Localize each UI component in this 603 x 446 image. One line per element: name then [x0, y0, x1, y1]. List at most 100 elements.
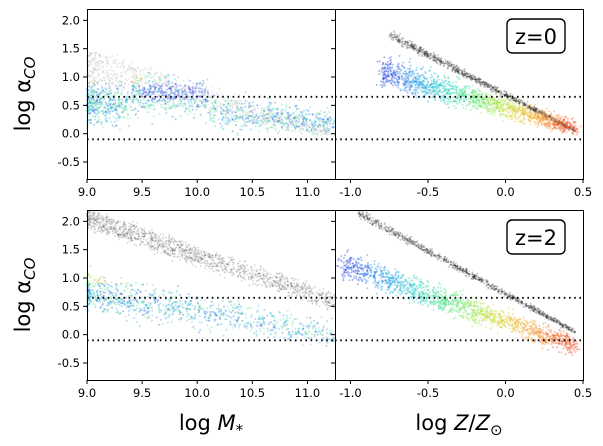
grey-point — [224, 110, 227, 112]
colored-point — [276, 120, 279, 123]
colored-point — [221, 112, 223, 115]
grey-point — [90, 63, 93, 66]
grey-point — [311, 130, 313, 133]
grey-point — [295, 124, 298, 127]
colored-point — [452, 92, 455, 95]
colored-point — [144, 102, 147, 104]
colored-point — [394, 83, 397, 86]
colored-point — [325, 120, 328, 123]
grey-point — [167, 80, 170, 83]
colored-point — [94, 108, 97, 111]
grey-point — [444, 61, 447, 64]
grey-point — [325, 136, 328, 139]
colored-point — [198, 98, 201, 101]
grey-point — [119, 66, 122, 69]
colored-point — [460, 89, 463, 92]
colored-point — [151, 91, 154, 94]
colored-point — [326, 120, 329, 123]
colored-point — [298, 114, 301, 117]
grey-point — [92, 66, 94, 69]
colored-point — [534, 122, 537, 125]
colored-point — [294, 120, 297, 123]
colored-point — [90, 108, 92, 111]
grey-point — [147, 72, 150, 74]
grey-point — [216, 93, 219, 96]
grey-point — [92, 69, 94, 71]
colored-point — [247, 118, 250, 121]
grey-point — [241, 116, 244, 119]
colored-point — [108, 100, 111, 103]
grey-point — [216, 106, 219, 109]
grey-point — [142, 86, 144, 89]
colored-point — [390, 82, 393, 85]
grey-point — [91, 59, 93, 62]
grey-point — [236, 115, 238, 118]
colored-point — [199, 113, 202, 116]
colored-point — [122, 117, 125, 120]
colored-point — [226, 112, 229, 115]
grey-point — [139, 79, 142, 82]
colored-point — [296, 115, 299, 118]
colored-point — [324, 115, 327, 118]
colored-point — [163, 98, 166, 101]
panel-top-right: -1.0 -0.5 0.0 0.5 z=0 — [331, 9, 592, 199]
colored-point — [126, 98, 129, 101]
grey-point — [263, 119, 266, 122]
colored-point — [95, 101, 98, 104]
grey-point — [324, 128, 327, 131]
colored-point — [299, 116, 302, 119]
colored-point — [172, 98, 175, 101]
colored-point — [314, 112, 317, 115]
colored-point — [129, 109, 132, 112]
grey-point — [247, 269, 250, 271]
colored-point — [556, 127, 559, 129]
grey-point — [204, 107, 207, 109]
grey-point — [238, 108, 241, 111]
colored-point — [515, 102, 518, 105]
colored-point — [94, 102, 97, 105]
grey-point — [246, 116, 249, 118]
grey-point — [137, 67, 139, 70]
grey-point — [240, 107, 243, 109]
grey-point — [108, 79, 111, 82]
colored-point — [240, 108, 243, 111]
colored-point — [240, 116, 243, 118]
grey-point — [117, 86, 119, 88]
colored-point — [96, 101, 99, 104]
grey-point — [213, 94, 216, 96]
colored-point — [326, 118, 329, 121]
colored-point — [566, 123, 568, 126]
colored-point — [522, 111, 525, 114]
grey-point — [210, 91, 213, 94]
grey-point — [322, 133, 325, 136]
colored-point — [525, 105, 528, 108]
y-tick-label: 2.0 — [62, 13, 80, 27]
grey-point — [92, 71, 95, 74]
colored-point — [211, 117, 213, 120]
grey-point — [314, 127, 317, 130]
colored-point — [108, 110, 111, 113]
grey-point — [248, 114, 251, 117]
colored-point — [117, 114, 120, 117]
colored-point — [158, 88, 161, 91]
colored-point — [263, 114, 266, 116]
colored-point — [380, 70, 383, 73]
colored-point — [147, 94, 150, 97]
colored-point — [126, 92, 129, 95]
grey-point — [97, 61, 100, 63]
colored-point — [105, 91, 108, 94]
grey-point — [148, 71, 151, 74]
colored-point — [267, 108, 270, 111]
grey-point — [242, 115, 245, 118]
grey-point — [158, 78, 161, 81]
grey-point — [439, 64, 442, 66]
grey-point — [515, 98, 517, 100]
grey-point — [158, 84, 161, 87]
colored-point — [140, 77, 143, 80]
grey-point — [165, 92, 168, 95]
colored-point — [135, 74, 137, 77]
colored-point — [384, 63, 387, 66]
colored-point — [122, 111, 125, 114]
grey-point — [222, 113, 225, 116]
colored-point — [228, 118, 231, 121]
